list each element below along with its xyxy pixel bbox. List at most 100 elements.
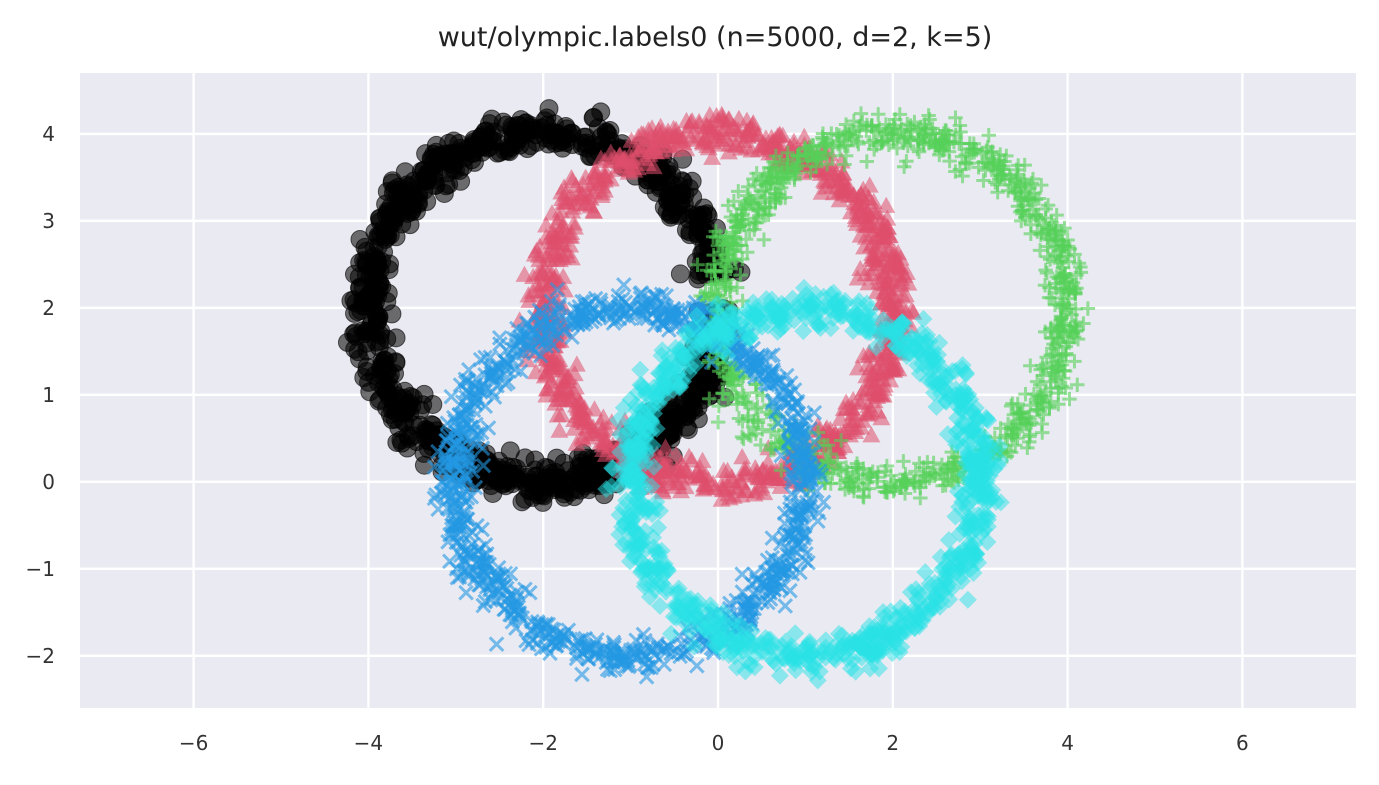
data-point bbox=[862, 426, 881, 443]
data-point bbox=[873, 252, 892, 269]
data-point bbox=[667, 445, 686, 462]
data-point bbox=[525, 245, 544, 262]
data-point bbox=[713, 107, 732, 125]
data-point bbox=[690, 257, 705, 273]
data-point bbox=[732, 139, 751, 156]
data-point bbox=[545, 232, 564, 250]
data-point bbox=[375, 364, 395, 384]
data-point bbox=[1018, 386, 1033, 402]
data-point bbox=[948, 110, 963, 125]
data-point bbox=[756, 232, 772, 247]
data-point bbox=[571, 394, 590, 411]
data-point bbox=[652, 132, 671, 149]
data-point bbox=[583, 135, 603, 155]
data-point bbox=[693, 451, 712, 468]
data-point bbox=[371, 225, 391, 245]
data-point bbox=[562, 227, 581, 244]
data-point bbox=[885, 246, 904, 263]
data-point bbox=[552, 405, 571, 422]
data-point bbox=[1023, 358, 1038, 373]
data-point bbox=[542, 351, 561, 368]
data-point bbox=[591, 102, 611, 122]
data-point bbox=[678, 403, 698, 423]
data-point bbox=[835, 185, 854, 202]
data-point bbox=[683, 112, 702, 129]
data-point bbox=[557, 119, 577, 139]
data-point bbox=[859, 154, 875, 169]
data-point bbox=[886, 254, 905, 272]
data-point bbox=[1029, 374, 1045, 389]
data-point bbox=[402, 200, 422, 220]
data-point bbox=[380, 404, 400, 424]
data-point bbox=[838, 117, 854, 132]
data-point bbox=[862, 381, 881, 398]
data-point bbox=[710, 238, 726, 253]
data-point bbox=[424, 170, 444, 190]
data-point bbox=[837, 157, 852, 172]
data-point bbox=[714, 481, 733, 498]
data-point bbox=[595, 151, 614, 168]
data-point bbox=[706, 247, 721, 263]
data-point bbox=[681, 128, 700, 145]
data-point bbox=[532, 485, 552, 505]
data-point bbox=[357, 333, 377, 353]
data-point bbox=[684, 469, 703, 486]
data-point bbox=[846, 113, 862, 129]
data-point bbox=[480, 137, 500, 157]
data-point bbox=[528, 264, 547, 281]
data-point bbox=[848, 359, 867, 376]
data-point bbox=[868, 402, 887, 419]
data-point bbox=[663, 140, 682, 158]
data-point bbox=[883, 360, 902, 377]
data-point bbox=[1038, 262, 1053, 278]
data-point bbox=[503, 457, 523, 477]
data-point bbox=[585, 400, 604, 417]
data-point bbox=[349, 349, 369, 369]
data-point bbox=[871, 107, 886, 122]
data-point bbox=[584, 201, 603, 219]
data-point bbox=[732, 486, 751, 503]
data-point bbox=[627, 140, 646, 158]
data-point bbox=[592, 421, 611, 439]
data-point bbox=[1054, 224, 1069, 239]
data-point bbox=[902, 301, 921, 318]
data-point bbox=[864, 192, 883, 209]
data-point bbox=[976, 173, 991, 188]
data-point bbox=[1041, 290, 1057, 305]
data-point bbox=[869, 269, 888, 286]
data-point bbox=[870, 470, 885, 485]
data-point bbox=[1080, 301, 1096, 316]
data-point bbox=[596, 162, 615, 179]
data-point bbox=[663, 477, 682, 494]
data-point bbox=[703, 123, 722, 141]
data-point bbox=[550, 421, 569, 438]
data-point bbox=[736, 431, 751, 446]
data-point bbox=[768, 148, 784, 164]
data-point bbox=[652, 142, 671, 159]
data-point bbox=[552, 183, 571, 200]
data-point bbox=[703, 148, 722, 165]
data-point bbox=[564, 198, 583, 215]
data-point bbox=[704, 132, 723, 150]
data-point bbox=[1010, 396, 1025, 412]
data-point bbox=[718, 461, 737, 478]
data-point bbox=[842, 415, 861, 432]
data-point bbox=[730, 471, 749, 488]
data-point bbox=[629, 127, 648, 145]
data-point bbox=[717, 130, 736, 147]
data-point bbox=[1059, 346, 1074, 361]
data-point bbox=[638, 154, 657, 172]
data-point bbox=[500, 441, 520, 461]
data-point bbox=[594, 408, 613, 425]
data-point bbox=[515, 265, 534, 282]
data-point bbox=[712, 490, 731, 507]
data-point bbox=[573, 185, 592, 202]
data-point bbox=[771, 477, 790, 494]
data-point bbox=[843, 405, 862, 422]
data-point bbox=[850, 393, 869, 410]
data-point bbox=[848, 269, 867, 286]
data-point bbox=[462, 150, 482, 170]
data-point bbox=[698, 206, 718, 226]
data-point bbox=[859, 274, 878, 291]
